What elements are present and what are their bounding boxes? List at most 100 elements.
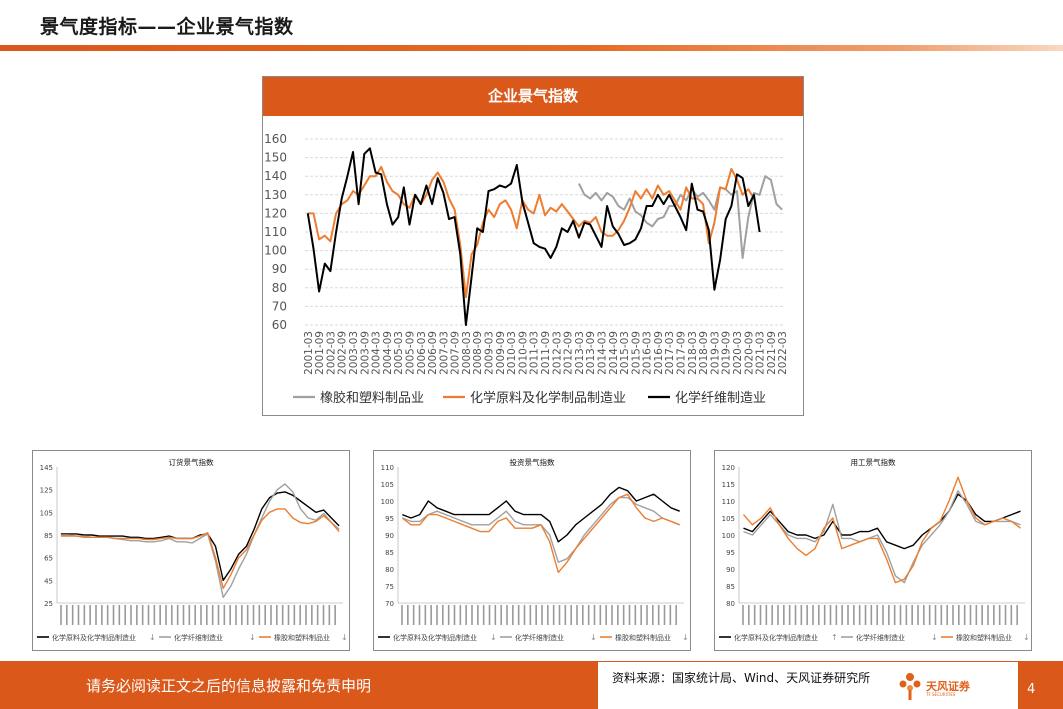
main-x-tick-label: 2009-09 bbox=[495, 331, 507, 375]
main-x-tick-label: 2010-09 bbox=[517, 331, 529, 375]
small-series-line-2 bbox=[60, 508, 340, 590]
main-x-tick-label: 2018-03 bbox=[687, 331, 699, 375]
main-x-tick-label: 2016-09 bbox=[653, 331, 665, 375]
main-x-tick-label: 2019-09 bbox=[721, 331, 733, 375]
main-x-tick-label: 2007-03 bbox=[438, 331, 450, 375]
logo-subtext: TF SECURITIES bbox=[926, 692, 956, 697]
main-x-tick-label: 2017-03 bbox=[664, 331, 676, 375]
main-y-tick-label: 70 bbox=[272, 299, 287, 313]
small-series-line-0 bbox=[402, 486, 680, 543]
main-x-tick-label: 2021-09 bbox=[766, 331, 778, 375]
main-x-tick-label: 2021-03 bbox=[755, 331, 767, 375]
main-x-tick-label: 2006-09 bbox=[427, 331, 439, 375]
main-x-tick-label: 2005-09 bbox=[404, 331, 416, 375]
legend-arrow-icon: ↓ bbox=[341, 633, 348, 642]
main-x-tick-label: 2005-03 bbox=[393, 331, 405, 375]
main-y-tick-label: 150 bbox=[264, 151, 287, 165]
main-x-tick-label: 2001-03 bbox=[303, 331, 315, 375]
legend-arrow-icon: ↓ bbox=[149, 633, 156, 642]
main-x-tick-label: 2002-03 bbox=[325, 331, 337, 375]
legend-arrow-icon: ↓ bbox=[1023, 633, 1030, 642]
main-x-tick-label: 2014-03 bbox=[596, 331, 608, 375]
main-chart-title: 企业景气指数 bbox=[263, 77, 803, 116]
small-legend-label: 化学纤维制造业 bbox=[856, 633, 905, 642]
legend-arrow-icon: ↓ bbox=[249, 633, 256, 642]
main-series-line-2 bbox=[306, 147, 761, 326]
main-x-tick-label: 2004-09 bbox=[382, 331, 394, 375]
small-y-tick-label: 90 bbox=[385, 532, 394, 540]
small-y-tick-label: 80 bbox=[385, 566, 394, 574]
small-y-tick-label: 145 bbox=[40, 464, 53, 472]
small-y-tick-label: 95 bbox=[385, 515, 394, 523]
small-y-tick-label: 100 bbox=[381, 498, 394, 506]
main-x-tick-label: 2012-09 bbox=[563, 331, 575, 375]
main-x-tick-label: 2008-03 bbox=[461, 331, 473, 375]
main-x-tick-label: 2004-03 bbox=[371, 331, 383, 375]
main-x-tick-label: 2015-09 bbox=[630, 331, 642, 375]
orders-chart: 订货景气指数 25 45 65 85 105 125 145 化学原料及化学制品制造业 ↓ 化学纤维… bbox=[37, 457, 348, 642]
title-rule bbox=[0, 45, 1063, 51]
main-chart: 60 70 80 90 100 110 120 130 140 150 160 2001-03 2001… bbox=[264, 132, 789, 406]
small-y-tick-label: 115 bbox=[722, 481, 735, 489]
small-series-line-0 bbox=[60, 491, 340, 582]
small-legend-label: 橡胶和塑料制品业 bbox=[615, 633, 671, 642]
small-y-tick-label: 90 bbox=[726, 566, 735, 574]
small-legend-label: 化学原料及化学制品制造业 bbox=[52, 633, 136, 642]
employment-chart-panel: 用工景气指数 80 85 90 95 100 105 110 115 120 化学原料及化学制品制造… bbox=[714, 450, 1032, 651]
main-series-line-1 bbox=[307, 165, 755, 299]
main-legend-label: 化学纤维制造业 bbox=[675, 390, 766, 406]
small-y-tick-label: 75 bbox=[385, 583, 394, 591]
main-x-tick-label: 2022-03 bbox=[777, 331, 789, 375]
main-x-tick-label: 2016-03 bbox=[642, 331, 654, 375]
main-y-tick-label: 60 bbox=[272, 318, 287, 332]
small-series-line-2 bbox=[401, 493, 680, 574]
disclaimer-text: 请务必阅读正文之后的信息披露和免责申明 bbox=[86, 677, 372, 695]
main-x-tick-label: 2015-03 bbox=[619, 331, 631, 375]
small-y-tick-label: 105 bbox=[722, 515, 735, 523]
employment-chart: 用工景气指数 80 85 90 95 100 105 110 115 120 化学原料及化学制品制造… bbox=[719, 457, 1030, 642]
small-y-tick-label: 85 bbox=[726, 583, 735, 591]
tf-logo-icon bbox=[899, 673, 921, 700]
main-x-tick-label: 2003-09 bbox=[359, 331, 371, 375]
small-legend-label: 橡胶和塑料制品业 bbox=[274, 633, 330, 642]
small-legend-label: 化学原料及化学制品制造业 bbox=[734, 633, 818, 642]
main-x-tick-label: 2011-03 bbox=[529, 331, 541, 375]
main-x-tick-label: 2001-09 bbox=[314, 331, 326, 375]
source-panel bbox=[598, 662, 1018, 709]
small-y-tick-label: 110 bbox=[381, 464, 394, 472]
main-series-line-0 bbox=[578, 175, 783, 259]
small-y-tick-label: 100 bbox=[722, 532, 735, 540]
small-y-tick-label: 125 bbox=[40, 487, 53, 495]
source-text: 资料来源：国家统计局、Wind、天风证券研究所 bbox=[612, 671, 871, 685]
small-y-tick-label: 45 bbox=[44, 577, 53, 585]
main-x-tick-label: 2013-03 bbox=[574, 331, 586, 375]
main-y-tick-label: 160 bbox=[264, 132, 287, 146]
small-legend-label: 化学纤维制造业 bbox=[515, 633, 564, 642]
main-legend-label: 化学原料及化学制品制造业 bbox=[470, 390, 626, 406]
main-x-tick-label: 2002-09 bbox=[337, 331, 349, 375]
small-legend-label: 化学原料及化学制品制造业 bbox=[393, 633, 477, 642]
logo-text: 天风证券 bbox=[926, 680, 970, 693]
main-x-tick-label: 2020-03 bbox=[732, 331, 744, 375]
small-chart-title: 订货景气指数 bbox=[169, 457, 214, 467]
investment-chart: 投资景气指数 70 75 80 85 90 95 100 105 110 化学原料及化学制品制造业 ↓… bbox=[378, 457, 689, 642]
small-y-tick-label: 105 bbox=[40, 509, 53, 517]
main-y-tick-label: 90 bbox=[272, 262, 287, 276]
small-y-tick-label: 85 bbox=[44, 532, 53, 540]
legend-arrow-icon: ↑ bbox=[831, 633, 838, 642]
small-y-tick-label: 105 bbox=[381, 481, 394, 489]
small-y-tick-label: 95 bbox=[726, 549, 735, 557]
small-y-tick-label: 120 bbox=[722, 464, 735, 472]
main-x-tick-label: 2013-09 bbox=[585, 331, 597, 375]
main-x-tick-label: 2006-03 bbox=[416, 331, 428, 375]
main-y-tick-label: 110 bbox=[264, 225, 287, 239]
legend-arrow-icon: ↓ bbox=[931, 633, 938, 642]
legend-arrow-icon: ↓ bbox=[682, 633, 689, 642]
small-series-line-1 bbox=[743, 490, 1021, 584]
main-y-tick-label: 140 bbox=[264, 169, 287, 183]
small-y-tick-label: 110 bbox=[722, 498, 735, 506]
small-y-tick-label: 80 bbox=[726, 600, 735, 608]
main-x-tick-label: 2017-09 bbox=[676, 331, 688, 375]
small-legend-label: 化学纤维制造业 bbox=[174, 633, 223, 642]
orders-chart-panel: 订货景气指数 25 45 65 85 105 125 145 化学原料及化学制品制造业 ↓ 化学纤维… bbox=[32, 450, 350, 651]
